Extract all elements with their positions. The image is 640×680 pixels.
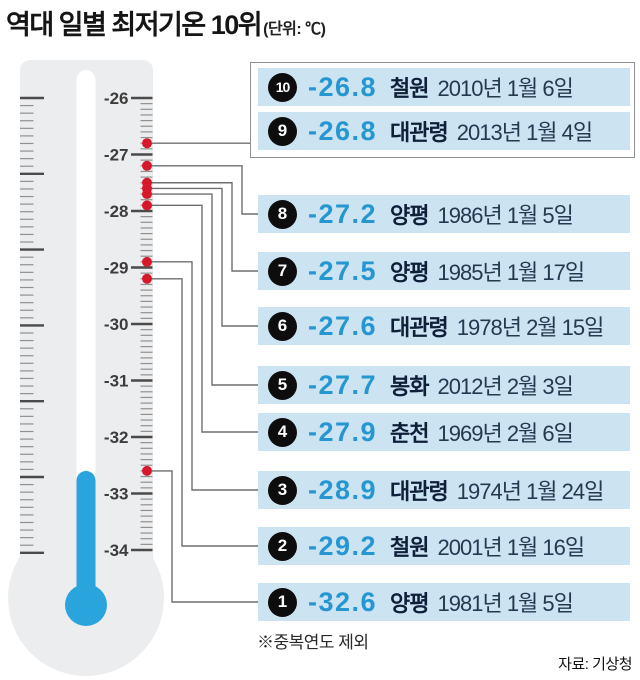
rank-row: 3 -28.9 대관령 1974년 1월 24일 <box>258 471 630 509</box>
rank-row: 10 -26.8 철원 2010년 1월 6일 <box>258 68 630 106</box>
rank-row: 4 -27.9 춘천 1969년 2월 6일 <box>258 413 630 451</box>
page-title-wrap: 역대 일별 최저기온 10위 (단위: ℃) <box>6 3 326 42</box>
temperature-marker-dot <box>142 273 152 284</box>
scale-tick-label: -28 <box>104 202 129 221</box>
temperature-marker-dot <box>142 465 152 476</box>
date-label: 1978년 2월 15일 <box>456 315 605 340</box>
thermometer-tube <box>76 70 96 570</box>
date-label: 1981년 1월 5일 <box>437 591 574 616</box>
rank-badge: 5 <box>268 370 297 400</box>
mercury-column <box>76 471 96 601</box>
temperature-value: -27.9 <box>308 416 378 447</box>
rank-badge: 4 <box>268 417 297 447</box>
rank-badge: 3 <box>268 475 297 505</box>
rank-row: 1 -32.6 양평 1981년 1월 5일 <box>258 583 630 621</box>
temperature-value: -26.8 <box>308 71 378 102</box>
temperature-value: -27.2 <box>308 198 378 229</box>
rank-badge: 10 <box>268 72 297 102</box>
temperature-value: -26.8 <box>308 115 378 146</box>
left-ruler-ticks <box>20 96 44 554</box>
date-label: 2001년 1월 16일 <box>437 535 586 560</box>
rank-badge: 7 <box>268 256 297 286</box>
mercury-bulb <box>65 584 107 626</box>
location-label: 철원 <box>390 535 429 560</box>
location-label: 양평 <box>390 203 429 228</box>
scale-tick-label: -31 <box>104 372 129 391</box>
location-label: 철원 <box>390 76 429 101</box>
connector-lines <box>152 142 258 603</box>
rank-badge: 9 <box>268 116 297 146</box>
scale-labels: -26 -27 -28 -29 -30 -31 -32 -33 -34 <box>104 89 129 560</box>
scale-tick-label: -33 <box>104 485 129 504</box>
footnote: ※중복연도 제외 <box>257 633 369 652</box>
date-label: 2013년 1월 4일 <box>456 120 593 145</box>
rank-row: 8 -27.2 양평 1986년 1월 5일 <box>258 195 630 233</box>
scale-tick-label: -30 <box>104 315 129 334</box>
location-label: 대관령 <box>390 315 449 340</box>
temperature-marker-dot <box>142 200 152 211</box>
date-label: 1986년 1월 5일 <box>437 203 574 228</box>
date-label: 1974년 1월 24일 <box>456 479 605 504</box>
scale-tick-label: -34 <box>104 541 129 560</box>
temperature-value: -29.2 <box>308 530 378 561</box>
temperature-value: -27.6 <box>308 310 378 341</box>
temperature-marker-dot <box>142 138 152 149</box>
date-label: 2010년 1월 6일 <box>437 76 574 101</box>
rank-row: 7 -27.5 양평 1985년 1월 17일 <box>258 252 630 290</box>
date-label: 1969년 2월 6일 <box>437 421 574 446</box>
rank-row: 2 -29.2 철원 2001년 1월 16일 <box>258 527 630 565</box>
temperature-marker-dot <box>142 189 152 200</box>
location-label: 대관령 <box>390 120 449 145</box>
rank-row: 5 -27.7 봉화 2012년 2월 3일 <box>258 366 630 404</box>
rank-badge: 8 <box>268 199 297 229</box>
location-label: 양평 <box>390 260 429 285</box>
location-label: 양평 <box>390 591 429 616</box>
scale-tick-label: -26 <box>104 89 129 108</box>
temperature-marker-dot <box>142 160 152 171</box>
rank-row: 6 -27.6 대관령 1978년 2월 15일 <box>258 307 630 345</box>
date-label: 2012년 2월 3일 <box>437 374 574 399</box>
date-label: 1985년 1월 17일 <box>437 260 586 285</box>
source-label: 자료: 기상청 <box>558 656 632 673</box>
page-title: 역대 일별 최저기온 10위 <box>6 10 263 40</box>
rank-badge: 2 <box>268 531 297 561</box>
temperature-value: -27.5 <box>308 255 378 286</box>
scale-tick-label: -29 <box>104 259 129 278</box>
temperature-value: -32.6 <box>308 586 378 617</box>
rank-badge: 6 <box>268 311 297 341</box>
temperature-value: -28.9 <box>308 474 378 505</box>
temperature-value: -27.7 <box>308 369 378 400</box>
scale-tick-label: -27 <box>104 146 129 165</box>
temperature-marker-dot <box>142 256 152 267</box>
title-unit: (단위: ℃) <box>263 21 326 38</box>
location-label: 봉화 <box>390 374 429 399</box>
rank-row: 9 -26.8 대관령 2013년 1월 4일 <box>258 112 630 150</box>
scale-tick-label: -32 <box>104 428 129 447</box>
location-label: 대관령 <box>390 479 449 504</box>
rank-badge: 1 <box>268 587 297 617</box>
location-label: 춘천 <box>390 421 429 446</box>
marker-dots <box>142 138 152 476</box>
